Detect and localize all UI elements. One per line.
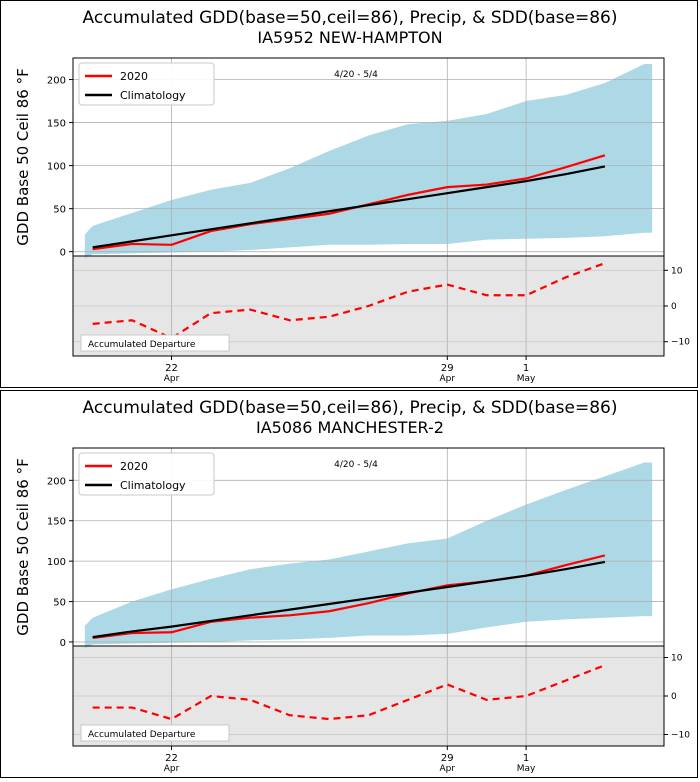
x-tick-sublabel: Apr (164, 374, 180, 384)
x-tick-label: 29 (441, 363, 454, 374)
station-subtitle: IA5952 NEW-HAMPTON (257, 28, 442, 47)
legend-entry: 2020 (120, 460, 148, 473)
departure-label: Accumulated Departure (88, 730, 196, 740)
gdd-chart-svg: Accumulated GDD(base=50,ceil=86), Precip… (14, 398, 690, 774)
x-tick-sublabel: Apr (440, 764, 456, 774)
x-tick-label: 29 (441, 753, 454, 764)
departure-plot-frame (72, 255, 665, 357)
y-tick-label: 50 (53, 205, 66, 216)
y-axis-label: GDD Base 50 Ceil 86 °F (14, 458, 32, 635)
y-tick-label: 150 (47, 119, 66, 130)
departure-line (92, 664, 606, 721)
x-tick-sublabel: May (517, 764, 536, 774)
station-subtitle: IA5086 MANCHESTER-2 (256, 418, 444, 437)
departure-tick-label: 0 (671, 302, 677, 312)
departure-label: Accumulated Departure (88, 340, 196, 350)
departure-line (92, 262, 606, 340)
period-label: 4/20 - 5/4 (334, 460, 378, 470)
series-line-climatology (92, 165, 606, 249)
x-tick-label: 1 (523, 753, 529, 764)
departure-label-box (80, 334, 230, 352)
departure-tick-label: −10 (671, 730, 690, 740)
gdd-chart-svg: Accumulated GDD(base=50,ceil=86), Precip… (14, 8, 690, 384)
y-tick-label: 50 (53, 598, 66, 609)
chart-title: Accumulated GDD(base=50,ceil=86), Precip… (83, 8, 618, 28)
legend: 2020 Climatology (78, 62, 215, 106)
departure-tick-label: 10 (671, 654, 683, 664)
gdd-chart-panel-manchester: Accumulated GDD(base=50,ceil=86), Precip… (0, 390, 698, 778)
legend-entry: Climatology (120, 89, 186, 102)
y-tick-label: 200 (47, 476, 66, 487)
x-tick-sublabel: May (517, 374, 536, 384)
climatology-range-band (84, 64, 653, 259)
x-tick-label: 1 (523, 363, 529, 374)
legend: 2020 Climatology (78, 452, 215, 496)
gdd-chart-panel-new-hampton: Accumulated GDD(base=50,ceil=86), Precip… (0, 0, 698, 388)
departure-plot-frame (72, 645, 665, 747)
y-tick-label: 100 (47, 557, 66, 568)
chart-title: Accumulated GDD(base=50,ceil=86), Precip… (83, 398, 618, 418)
x-tick-label: 22 (165, 363, 178, 374)
x-tick-sublabel: Apr (440, 374, 456, 384)
departure-tick-label: 0 (671, 692, 677, 702)
y-axis-label: GDD Base 50 Ceil 86 °F (14, 68, 32, 245)
x-tick-label: 22 (165, 753, 178, 764)
departure-tick-label: −10 (671, 338, 690, 348)
departure-tick-label: 10 (671, 266, 683, 276)
legend-box (78, 452, 215, 496)
climatology-range-band (84, 462, 653, 649)
y-tick-label: 150 (47, 517, 66, 528)
y-tick-label: 0 (60, 638, 66, 649)
legend-entry: Climatology (120, 479, 186, 492)
period-label: 4/20 - 5/4 (334, 70, 378, 80)
y-tick-label: 0 (60, 248, 66, 259)
legend-box (78, 62, 215, 106)
series-line-climatology (92, 560, 606, 639)
x-tick-sublabel: Apr (164, 764, 180, 774)
departure-label-box (80, 724, 230, 742)
y-tick-label: 100 (47, 162, 66, 173)
y-tick-label: 200 (47, 76, 66, 87)
legend-entry: 2020 (120, 70, 148, 83)
